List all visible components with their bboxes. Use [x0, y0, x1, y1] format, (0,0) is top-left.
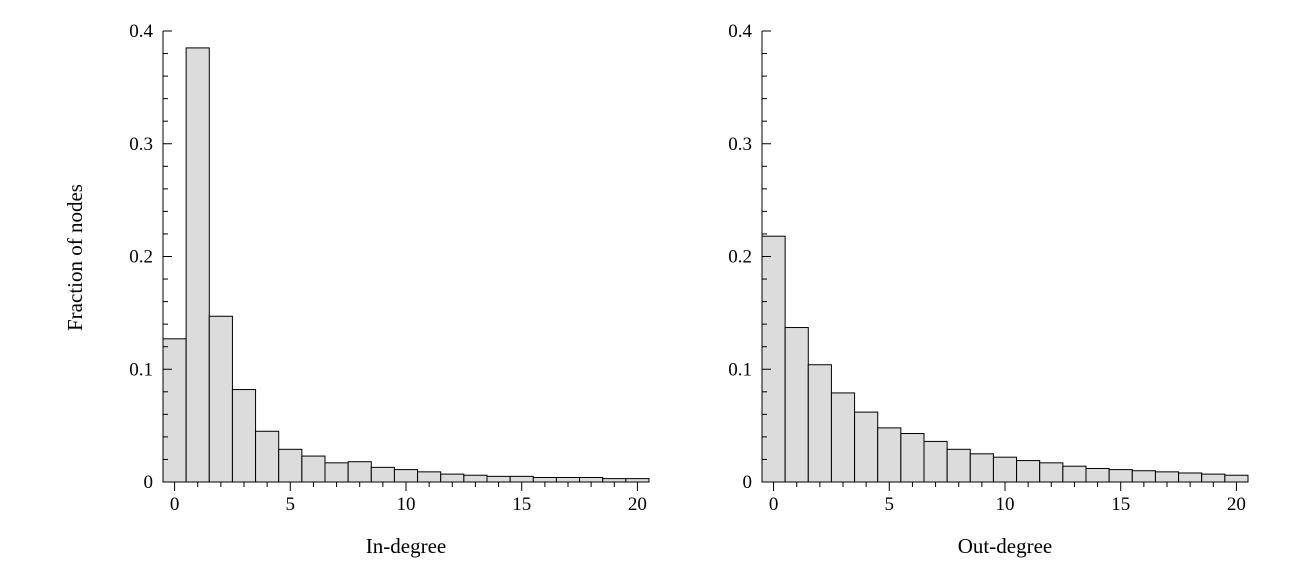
bar: [463, 474, 488, 483]
bar: [1016, 460, 1041, 483]
bar: [185, 47, 210, 483]
bar: [255, 430, 280, 483]
bar: [969, 453, 994, 483]
bar: [923, 440, 948, 483]
x-tick-label: 0: [769, 494, 779, 515]
bar: [324, 462, 349, 483]
bar: [1201, 473, 1226, 483]
y-tick-label: 0.2: [129, 247, 153, 268]
y-tick-label: 0.2: [728, 247, 752, 268]
bar: [784, 327, 809, 483]
y-tick-label: 0.1: [728, 359, 752, 380]
y-tick-label: 0.3: [728, 134, 752, 155]
y-tick-label: 0.4: [728, 21, 752, 42]
bar: [1224, 474, 1249, 483]
bar: [486, 475, 511, 483]
x-tick-label: 20: [628, 494, 647, 515]
bar: [532, 476, 557, 483]
x-axis-title: In-degree: [366, 534, 446, 558]
bar: [992, 456, 1018, 483]
x-tick-label: 20: [1227, 494, 1246, 515]
bar: [1154, 471, 1180, 483]
y-tick-label: 0.4: [129, 21, 153, 42]
bar: [347, 461, 372, 483]
bar: [1039, 462, 1064, 483]
bar: [370, 466, 395, 483]
bar: [440, 473, 465, 483]
bar: [231, 389, 257, 483]
bar: [625, 478, 650, 483]
x-tick-label: 15: [1111, 494, 1130, 515]
bar: [509, 475, 534, 483]
out-degree-histogram: 0 0.1 0.2 0.3 0.4 0 5 10 15 20 Out-degree: [728, 21, 1249, 558]
bar: [946, 448, 971, 483]
bar: [1062, 465, 1087, 483]
bar: [1085, 467, 1110, 483]
x-tick-label: 0: [170, 494, 180, 515]
x-tick-label: 15: [512, 494, 531, 515]
x-tick-label: 5: [885, 494, 895, 515]
bar: [162, 338, 187, 483]
bar: [301, 455, 326, 483]
bar: [208, 315, 233, 483]
y-tick-label: 0.1: [129, 359, 153, 380]
in-degree-histogram: 0 0.1 0.2 0.3 0.4 0 5 10 15 20 In-degree Fraction o…: [63, 21, 650, 558]
bar: [278, 448, 303, 483]
y-tick-label: 0: [743, 472, 753, 493]
x-tick-label: 10: [996, 494, 1015, 515]
y-tick-label: 0: [144, 472, 154, 493]
bar: [830, 392, 856, 483]
y-tick-label: 0.3: [129, 134, 153, 155]
x-tick-label: 10: [397, 494, 416, 515]
bar: [393, 469, 419, 483]
bar: [417, 471, 442, 483]
x-tick-label: 5: [286, 494, 296, 515]
bar: [602, 478, 627, 483]
bar: [1178, 472, 1203, 483]
bar: [854, 411, 879, 483]
bar: [877, 427, 902, 483]
y-axis-title: Fraction of nodes: [63, 184, 87, 331]
x-axis-title: Out-degree: [958, 534, 1052, 558]
bar: [761, 235, 786, 483]
bar: [555, 476, 581, 483]
bar: [1108, 469, 1133, 483]
bar: [579, 476, 604, 483]
bar: [1131, 470, 1156, 483]
bar: [900, 433, 925, 483]
bar: [807, 364, 832, 483]
